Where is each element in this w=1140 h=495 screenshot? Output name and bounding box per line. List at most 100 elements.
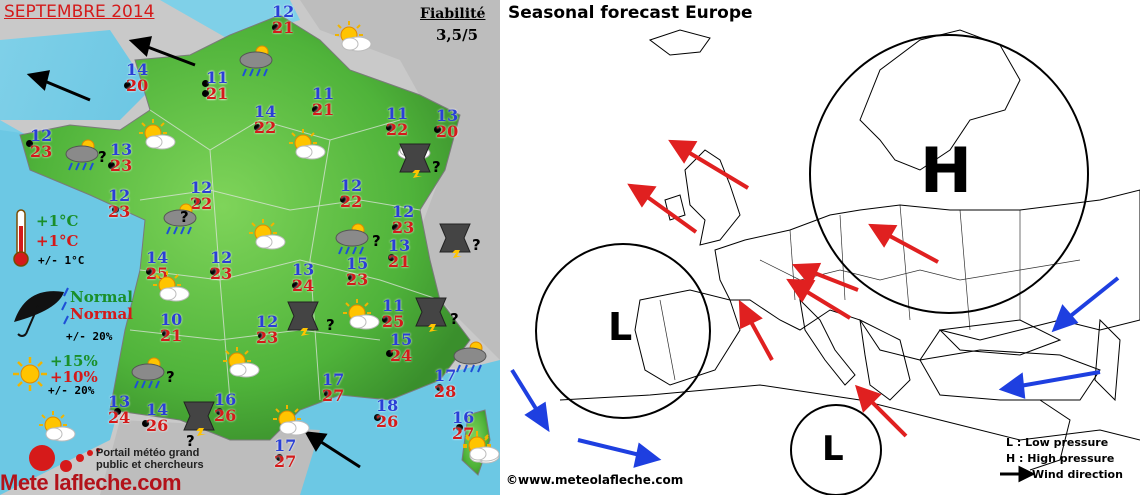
tagline-line1: Portail météo grand: [96, 447, 200, 459]
station-dot: [124, 82, 131, 89]
high-pressure-label: H: [920, 134, 972, 207]
uncertainty-mark: ?: [472, 236, 481, 254]
station-max-temp: 21: [160, 326, 183, 345]
station-max-temp: 22: [386, 120, 409, 139]
low-pressure-circle-west: [535, 243, 711, 419]
storm-icon: [438, 220, 472, 262]
station-max-temp: 20: [436, 122, 459, 141]
station-dot: [340, 196, 347, 203]
reliability-value: 3,5/5: [436, 26, 479, 44]
legend-low: L : Low pressure: [1006, 436, 1109, 449]
sun-cloud-icon: [222, 346, 262, 382]
station-max-temp: 21: [312, 100, 335, 119]
station-dot: [194, 198, 201, 205]
station-max-temp: 27: [322, 386, 345, 405]
europe-map: [510, 29, 1140, 495]
station-dot: [162, 330, 169, 337]
station-min-temp: 16: [214, 390, 237, 409]
station-dot: [386, 350, 393, 357]
europe-forecast-panel: Seasonal forecast Europe H L L L : Low p…: [500, 0, 1140, 495]
country-borders: [659, 204, 1081, 381]
station-max-temp: 25: [382, 312, 405, 331]
site-logo[interactable]: Mete lafleche.com: [0, 470, 182, 495]
legend-sun-red: +10%: [50, 368, 98, 386]
station-max-temp: 23: [392, 218, 415, 237]
uncertainty-mark: ?: [326, 316, 335, 334]
station-min-temp: 13: [436, 106, 459, 125]
station-min-temp: 17: [434, 366, 457, 385]
warm-wind-arrows: [627, 139, 939, 438]
station-dot: [202, 80, 209, 87]
uncertainty-mark: ?: [186, 432, 195, 450]
station-dot: [114, 408, 121, 415]
station-min-temp: 12: [190, 178, 213, 197]
legend-high: H : High pressure: [1006, 452, 1115, 465]
thermometer-icon: [12, 208, 30, 272]
station-min-temp: 13: [110, 140, 133, 159]
station-dot: [26, 140, 33, 147]
station-min-temp: 11: [382, 296, 405, 315]
station-dot: [202, 90, 209, 97]
rain-cloud-icon: [62, 138, 102, 176]
station-max-temp: 23: [346, 270, 369, 289]
station-min-temp: 14: [254, 102, 277, 121]
tagline: Portail météo grand public et chercheurs: [96, 447, 204, 471]
station-min-temp: 13: [292, 260, 315, 279]
station-min-temp: 13: [108, 392, 131, 411]
station-dot: [388, 254, 395, 261]
station-dot: [434, 126, 441, 133]
station-max-temp: 23: [210, 264, 233, 283]
station-min-temp: 17: [322, 370, 345, 389]
rain-cloud-icon: [450, 340, 490, 378]
station-dot: [276, 454, 283, 461]
station-max-temp: 23: [30, 142, 53, 161]
station-max-temp: 22: [340, 192, 363, 211]
sun-cloud-icon: [248, 218, 288, 254]
station-dot: [324, 390, 331, 397]
station-max-temp: 24: [292, 276, 315, 295]
station-max-temp: 25: [146, 264, 169, 283]
sun-cloud-icon: [152, 270, 192, 306]
uncertainty-mark: ?: [372, 232, 381, 250]
station-max-temp: 27: [274, 452, 297, 471]
uncertainty-mark: ?: [180, 208, 189, 226]
station-min-temp: 11: [312, 84, 335, 103]
station-max-temp: 20: [126, 76, 149, 95]
station-dot: [386, 124, 393, 131]
coastlines: [559, 29, 1140, 471]
station-max-temp: 26: [146, 416, 169, 435]
europe-title: Seasonal forecast Europe: [508, 3, 753, 23]
high-pressure-circle: [809, 34, 1089, 314]
station-dot: [216, 408, 223, 415]
uncertainty-mark: ?: [98, 148, 107, 166]
station-dot: [292, 282, 299, 289]
sun-cloud-icon: [288, 128, 328, 164]
station-min-temp: 11: [386, 104, 409, 123]
sun-cloud-icon: [334, 20, 374, 56]
france-forecast-panel: SEPTEMBRE 2014 Fiabilité 3,5/5 12 21 14 20 1…: [0, 0, 500, 495]
legend-wind-arrow: [1000, 465, 1036, 483]
umbrella-icon: [6, 282, 70, 344]
sun-cloud-icon: [272, 404, 312, 440]
station-min-temp: 12: [108, 186, 131, 205]
map-title: SEPTEMBRE 2014: [4, 2, 155, 22]
wind-arrows: [26, 36, 361, 469]
logo-dots: [28, 440, 108, 480]
station-dot: [142, 420, 149, 427]
tagline-line2: public et chercheurs: [96, 459, 204, 471]
station-dot: [456, 424, 463, 431]
station-max-temp: 26: [376, 412, 399, 431]
rain-cloud-icon: [160, 202, 200, 240]
station-min-temp: 13: [388, 236, 411, 255]
station-dot: [392, 224, 399, 231]
station-min-temp: 15: [390, 330, 413, 349]
sun-cloud-icon: [342, 298, 382, 334]
storm-icon: [286, 298, 320, 340]
sun-legend-icon: [12, 356, 48, 396]
legend-temp-red: +1°C: [36, 232, 79, 250]
legend-wind: Wind direction: [1032, 468, 1123, 481]
credit-link[interactable]: ©www.meteolafleche.com: [506, 473, 684, 487]
station-dot: [146, 268, 153, 275]
station-dot: [312, 106, 319, 113]
station-max-temp: 21: [272, 18, 295, 37]
